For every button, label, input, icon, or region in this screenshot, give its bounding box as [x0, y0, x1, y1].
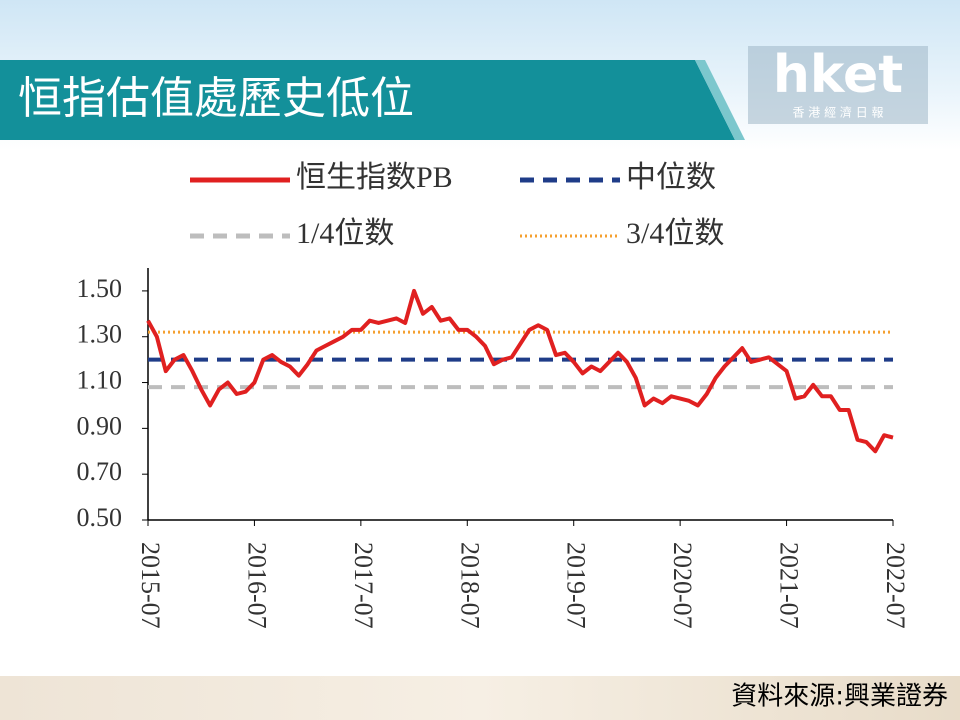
- logo-box: [748, 46, 928, 124]
- legend-label: 1/4位数: [296, 217, 394, 250]
- x-tick-label: 2015-07: [136, 542, 165, 629]
- data-line: [146, 288, 894, 454]
- y-tick-label: 1.50: [77, 274, 123, 303]
- y-tick-label: 1.30: [77, 320, 123, 349]
- logo-subtitle: 香 港 經 濟 日 報: [792, 105, 883, 120]
- x-tick-label: 2019-07: [562, 542, 591, 629]
- x-tick-label: 2022-07: [881, 542, 910, 629]
- y-tick-label: 0.50: [77, 503, 123, 532]
- x-tick-label: 2021-07: [775, 542, 804, 629]
- source-note: 資料來源:興業證券: [731, 682, 948, 712]
- banner-edge: [695, 60, 745, 140]
- x-tick-label: 2020-07: [668, 542, 697, 629]
- y-tick-label: 0.70: [77, 457, 123, 486]
- legend-label: 恒生指数PB: [296, 161, 453, 194]
- logo: hket: [773, 45, 903, 105]
- footer-background: [0, 676, 960, 720]
- slide-title: 恒指估值處歷史低位: [18, 73, 414, 124]
- y-tick-label: 0.90: [77, 411, 123, 440]
- legend-label: 中位数: [626, 161, 716, 194]
- legend-label: 3/4位数: [626, 217, 724, 250]
- x-tick-label: 2018-07: [455, 542, 484, 629]
- y-tick-label: 1.10: [77, 366, 123, 395]
- title-banner: [0, 60, 735, 140]
- x-tick-label: 2016-07: [242, 542, 271, 629]
- x-tick-label: 2017-07: [349, 542, 378, 629]
